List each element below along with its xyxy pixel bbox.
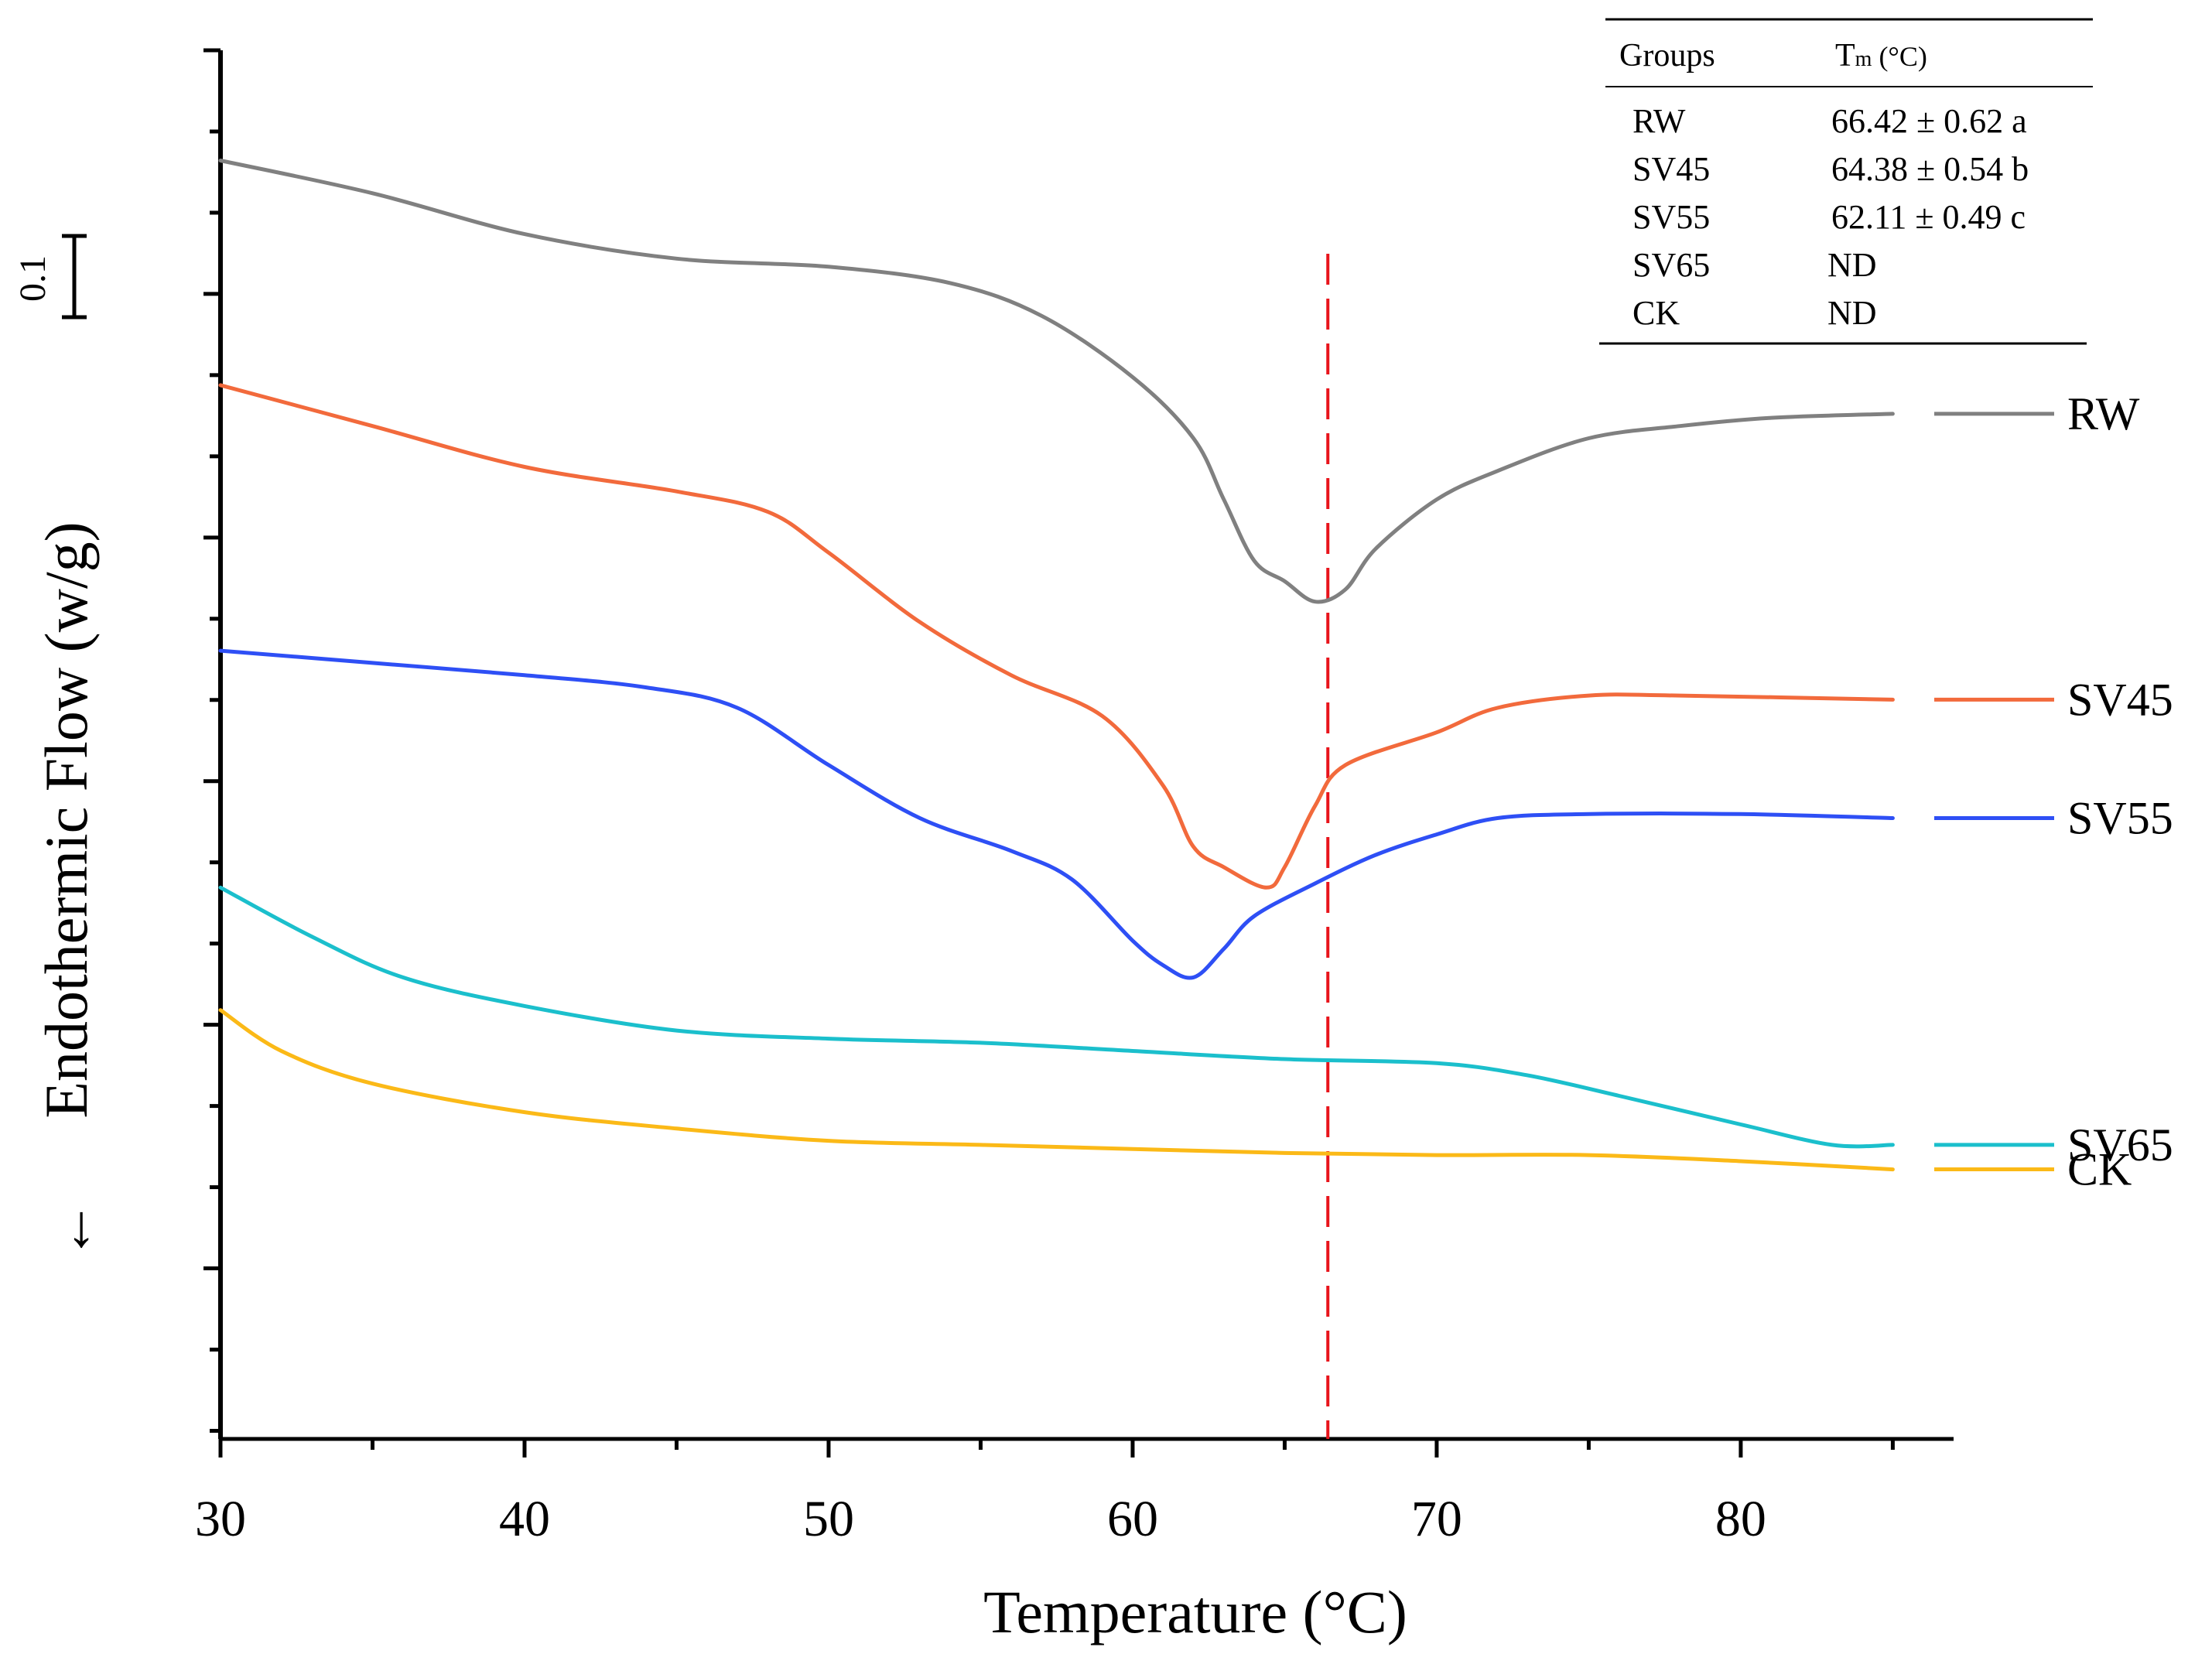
x-tick-label: 70 (1411, 1491, 1462, 1547)
x-tick-label: 40 (499, 1491, 550, 1547)
y-axis-arrow-icon: ← (37, 1200, 104, 1260)
scale-bar-label: 0.1 (12, 255, 53, 302)
x-axis-title: Temperature (°C) (983, 1578, 1407, 1645)
x-tick-label: 80 (1715, 1491, 1766, 1547)
table-header-tm: Tm (°C) (1835, 38, 1927, 73)
series-line-sv45 (218, 383, 1895, 890)
table-cell-tm: ND (1827, 246, 1877, 284)
table-cell-tm: 66.42 ± 0.62 a (1831, 102, 2027, 140)
legend-label-rw: RW (2067, 388, 2140, 439)
table-rows: RW 66.42 ± 0.62 a SV45 64.38 ± 0.54 b SV55 62… (1633, 102, 2029, 332)
table-cell-group: SV65 (1633, 246, 1710, 284)
table-cell-group: SV45 (1633, 150, 1710, 188)
series-layer (218, 159, 1895, 1172)
legend-label-sv45: SV45 (2067, 674, 2173, 725)
legend-label-sv65: SV65 (2067, 1119, 2173, 1170)
x-tick-label: 50 (803, 1491, 854, 1547)
table-cell-group: RW (1633, 102, 1686, 140)
legend-label-sv55: SV55 (2067, 793, 2173, 844)
y-axis-title: Endothermic Flow (w/g) (32, 521, 100, 1118)
table-cell-group: SV55 (1633, 198, 1710, 236)
x-axis-ticks (218, 1439, 1895, 1458)
table-cell-tm: 62.11 ± 0.49 c (1831, 198, 2026, 236)
tm-table: Groups Tm (°C) RW 66.42 ± 0.62 a SV45 64.38… (1599, 18, 2093, 345)
legend-label-ck: CK (2067, 1144, 2132, 1195)
scale-bar (62, 234, 87, 320)
series-line-sv65 (218, 885, 1895, 1149)
table-cell-tm: ND (1827, 294, 1877, 332)
x-tick-label: 60 (1107, 1491, 1158, 1547)
y-axis-ticks (203, 48, 221, 1434)
series-line-ck (218, 1008, 1895, 1172)
x-tick-label: 30 (195, 1491, 246, 1547)
table-cell-tm: 64.38 ± 0.54 b (1831, 150, 2029, 188)
table-cell-group: CK (1633, 294, 1680, 332)
series-line-rw (218, 159, 1895, 604)
x-axis-tick-labels: 30 40 50 60 70 80 (195, 1491, 1766, 1547)
table-header-groups: Groups (1619, 38, 1715, 73)
series-line-sv55 (218, 648, 1895, 980)
